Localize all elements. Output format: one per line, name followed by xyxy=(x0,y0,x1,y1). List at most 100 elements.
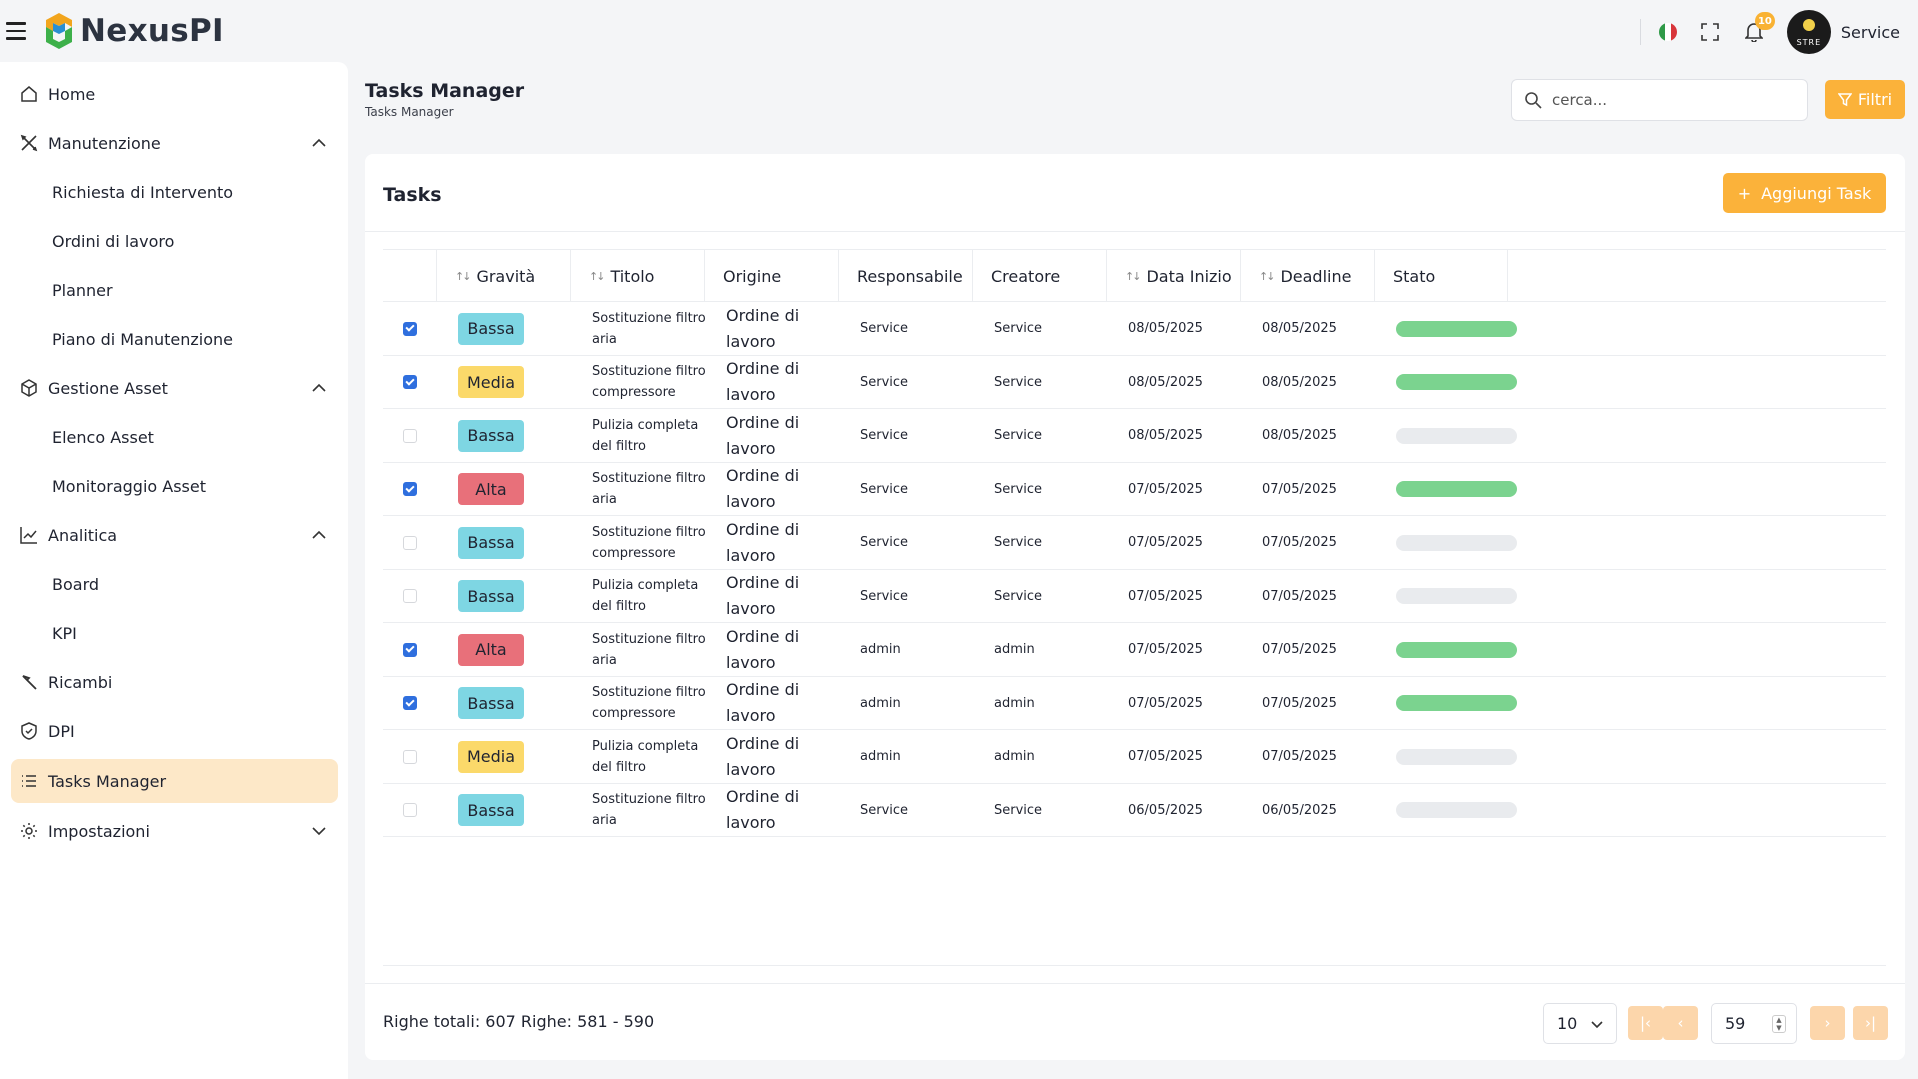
status-progress-bar xyxy=(1396,534,1517,551)
row-checkbox[interactable] xyxy=(403,428,417,443)
row-checkbox[interactable] xyxy=(403,482,417,496)
sidebar-item-richiesta-intervento[interactable]: Richiesta di Intervento xyxy=(11,170,338,214)
origine-line: Ordine di xyxy=(726,359,800,378)
table-row[interactable]: Alta Sostituzione filtro aria Ordine di lavo… xyxy=(383,463,1886,516)
status-progress-bar xyxy=(1396,588,1517,604)
creatore-cell: Service xyxy=(994,374,1043,390)
sidebar-item-home[interactable]: Home xyxy=(11,72,338,116)
column-label: Gravità xyxy=(476,266,536,286)
bell-icon[interactable]: 10 xyxy=(1743,12,1775,43)
filter-icon xyxy=(1837,92,1852,106)
titolo-line: Pulizia completa xyxy=(592,417,699,433)
severity-badge: Bassa xyxy=(458,687,524,719)
chevron-down-icon xyxy=(312,827,326,836)
table-row[interactable]: Bassa Sostituzione filtro compressore Ordin… xyxy=(383,677,1886,730)
filter-button-label: Filtri xyxy=(1857,90,1893,109)
sort-icon: ↑↓ xyxy=(455,269,472,283)
origine-line: lavoro xyxy=(726,438,776,458)
row-checkbox[interactable] xyxy=(403,375,417,389)
chevron-up-icon xyxy=(312,530,326,539)
row-checkbox-cell xyxy=(403,356,417,409)
breadcrumb[interactable]: Tasks Manager xyxy=(365,105,454,119)
origine-line: Ordine di xyxy=(726,466,800,485)
first-page-button[interactable]: |‹ xyxy=(1628,1006,1663,1040)
sidebar-item-kpi[interactable]: KPI xyxy=(11,611,338,655)
row-checkbox[interactable] xyxy=(403,696,417,710)
fullscreen-icon[interactable] xyxy=(1699,21,1721,43)
table-row[interactable]: Media Sostituzione filtro compressore Ordin… xyxy=(383,356,1886,409)
sidebar-item-board[interactable]: Board xyxy=(11,562,338,606)
sidebar-item-analitica[interactable]: Analitica xyxy=(11,513,338,557)
titolo-line: compressore xyxy=(592,385,676,400)
next-page-button[interactable]: › xyxy=(1810,1006,1845,1040)
user-name[interactable]: Service xyxy=(1840,22,1900,42)
last-page-button[interactable]: ›| xyxy=(1853,1006,1888,1040)
table-row[interactable]: Bassa Sostituzione filtro compressore Ordin… xyxy=(383,516,1886,570)
origine-line: Ordine di xyxy=(726,680,800,699)
row-checkbox[interactable] xyxy=(403,535,417,550)
table-row[interactable]: Bassa Sostituzione filtro aria Ordine di lav… xyxy=(383,302,1886,356)
table-row[interactable]: Bassa Pulizia completa del filtro Ordine di… xyxy=(383,409,1886,463)
row-checkbox[interactable] xyxy=(403,803,417,817)
filter-button[interactable]: Filtri xyxy=(1825,80,1905,119)
status-progress-bar xyxy=(1396,481,1517,497)
logo[interactable]: NexusPI xyxy=(42,10,224,52)
column-header-data-inizio[interactable]: ↑↓ Data Inizio xyxy=(1106,250,1240,302)
column-header-stato[interactable]: Stato xyxy=(1374,250,1508,302)
page-number-value: 59 xyxy=(1725,1014,1746,1033)
table-row[interactable]: Bassa Pulizia completa del filtro Ordine di… xyxy=(383,570,1886,623)
sidebar-item-impostazioni[interactable]: Impostazioni xyxy=(11,809,338,853)
sidebar-item-ordini-lavoro[interactable]: Ordini di lavoro xyxy=(11,219,338,263)
sidebar-item-label: DPI xyxy=(48,721,75,741)
severity-badge: Alta xyxy=(458,633,524,666)
sidebar-item-planner[interactable]: Planner xyxy=(11,268,338,312)
logo-mark-icon xyxy=(46,13,72,49)
sidebar-item-dpi[interactable]: DPI xyxy=(11,709,338,753)
sidebar-item-piano-manutenzione[interactable]: Piano di Manutenzione xyxy=(11,317,338,361)
page-number-input[interactable]: 59 ▲ ▼ xyxy=(1711,1003,1797,1044)
column-label: Creatore xyxy=(991,266,1061,286)
sidebar-item-manutenzione[interactable]: Manutenzione xyxy=(11,121,338,165)
column-header-gravita[interactable]: ↑↓ Gravità xyxy=(436,250,570,302)
italian-flag-icon[interactable] xyxy=(1658,23,1677,41)
list-icon xyxy=(22,775,36,787)
cube-icon xyxy=(21,379,37,397)
deadline-cell: 07/05/2025 xyxy=(1262,749,1337,764)
search-input[interactable] xyxy=(1552,91,1792,109)
row-checkbox[interactable] xyxy=(403,642,417,657)
table-header: ↑↓ Gravità ↑↓ Titolo Origine Responsabile … xyxy=(383,249,1886,302)
row-checkbox[interactable] xyxy=(403,321,417,336)
titolo-line: aria xyxy=(592,652,617,668)
tasks-table: ↑↓ Gravità ↑↓ Titolo Origine Responsabile … xyxy=(383,249,1886,837)
column-header-titolo[interactable]: ↑↓ Titolo xyxy=(570,250,704,302)
titolo-line: compressore xyxy=(592,545,676,561)
sidebar-item-ricambi[interactable]: Ricambi xyxy=(11,660,338,704)
row-checkbox[interactable] xyxy=(403,589,417,603)
sidebar-item-elenco-asset[interactable]: Elenco Asset xyxy=(11,415,338,459)
origine-cell: Ordine di lavoro xyxy=(726,784,799,837)
add-task-button[interactable]: + Aggiungi Task xyxy=(1723,173,1886,213)
column-header-creatore[interactable]: Creatore xyxy=(972,250,1106,302)
table-row[interactable]: Bassa Sostituzione filtro aria Ordine di lav… xyxy=(383,784,1886,837)
avatar[interactable]: STRE xyxy=(1786,10,1831,54)
column-header-deadline[interactable]: ↑↓ Deadline xyxy=(1240,250,1374,302)
sidebar-item-tasks-manager[interactable]: Tasks Manager xyxy=(11,759,338,803)
prev-page-button[interactable]: ‹ xyxy=(1663,1006,1698,1040)
titolo-line: Sostituzione filtro xyxy=(592,685,706,700)
row-checkbox[interactable] xyxy=(403,749,417,764)
page-size-select[interactable]: 10 xyxy=(1543,1003,1617,1044)
table-row[interactable]: Media Pulizia completa del filtro Ordine di… xyxy=(383,730,1886,784)
sidebar-item-monitoraggio-asset[interactable]: Monitoraggio Asset xyxy=(11,464,338,508)
column-header-origine[interactable]: Origine xyxy=(704,250,838,302)
titolo-line: aria xyxy=(592,331,617,347)
sidebar-item-label: Home xyxy=(48,84,96,104)
column-header-responsabile[interactable]: Responsabile xyxy=(838,250,972,302)
sidebar-item-gestione-asset[interactable]: Gestione Asset xyxy=(11,366,338,410)
titolo-line: aria xyxy=(592,492,617,507)
prev-page-icon: ‹ xyxy=(1677,1014,1684,1032)
hamburger-menu-icon[interactable] xyxy=(6,22,28,40)
deadline-cell: 07/05/2025 xyxy=(1262,588,1337,604)
spinner-icon[interactable]: ▲ ▼ xyxy=(1772,1015,1786,1033)
origine-line: Ordine di xyxy=(726,305,800,325)
table-row[interactable]: Alta Sostituzione filtro aria Ordine di lavo… xyxy=(383,623,1886,677)
